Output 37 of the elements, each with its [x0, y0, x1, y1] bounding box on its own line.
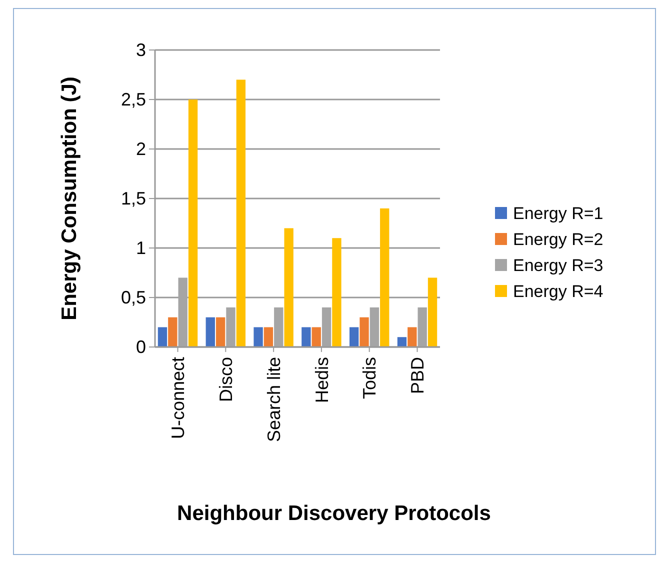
legend-label: Energy R=2: [513, 230, 604, 249]
bar: [236, 80, 246, 347]
bar: [408, 327, 417, 347]
bar: [206, 317, 215, 347]
legend-label: Energy R=1: [513, 204, 604, 223]
bar: [158, 327, 168, 347]
bar: [264, 327, 274, 347]
bar: [284, 228, 294, 347]
bar: [254, 327, 263, 347]
bar: [312, 327, 321, 347]
bar: [349, 327, 359, 347]
bar: [332, 238, 342, 347]
y-tick-label: 0: [136, 336, 146, 357]
x-tick-label: Hedis: [312, 357, 332, 404]
bar: [188, 100, 198, 347]
bar: [302, 327, 311, 347]
y-tick-label: 1,5: [120, 188, 146, 208]
x-tick-label: U-connect: [168, 357, 188, 440]
x-tick-label: PBD: [408, 357, 428, 394]
bar: [428, 278, 438, 347]
bar: [380, 208, 390, 347]
y-tick-label: 1: [136, 238, 146, 258]
x-tick-label: Disco: [216, 357, 236, 402]
bar: [360, 317, 369, 347]
legend-label: Energy R=3: [513, 256, 604, 275]
bar: [397, 337, 407, 347]
y-tick-label: 2: [136, 138, 146, 159]
x-axis-title: Neighbour Discovery Protocols: [177, 502, 491, 525]
x-tick-label: Todis: [360, 357, 380, 400]
bar: [216, 317, 226, 347]
y-axis-title: Energy Consumption (J): [58, 76, 81, 320]
y-tick-label: 0,5: [120, 287, 146, 308]
x-tick-label: Search lite: [264, 357, 284, 442]
legend-label: Energy R=4: [513, 282, 604, 301]
bar: [168, 317, 178, 347]
y-tick-label: 3: [136, 40, 146, 60]
y-tick-label: 2,5: [120, 89, 146, 110]
